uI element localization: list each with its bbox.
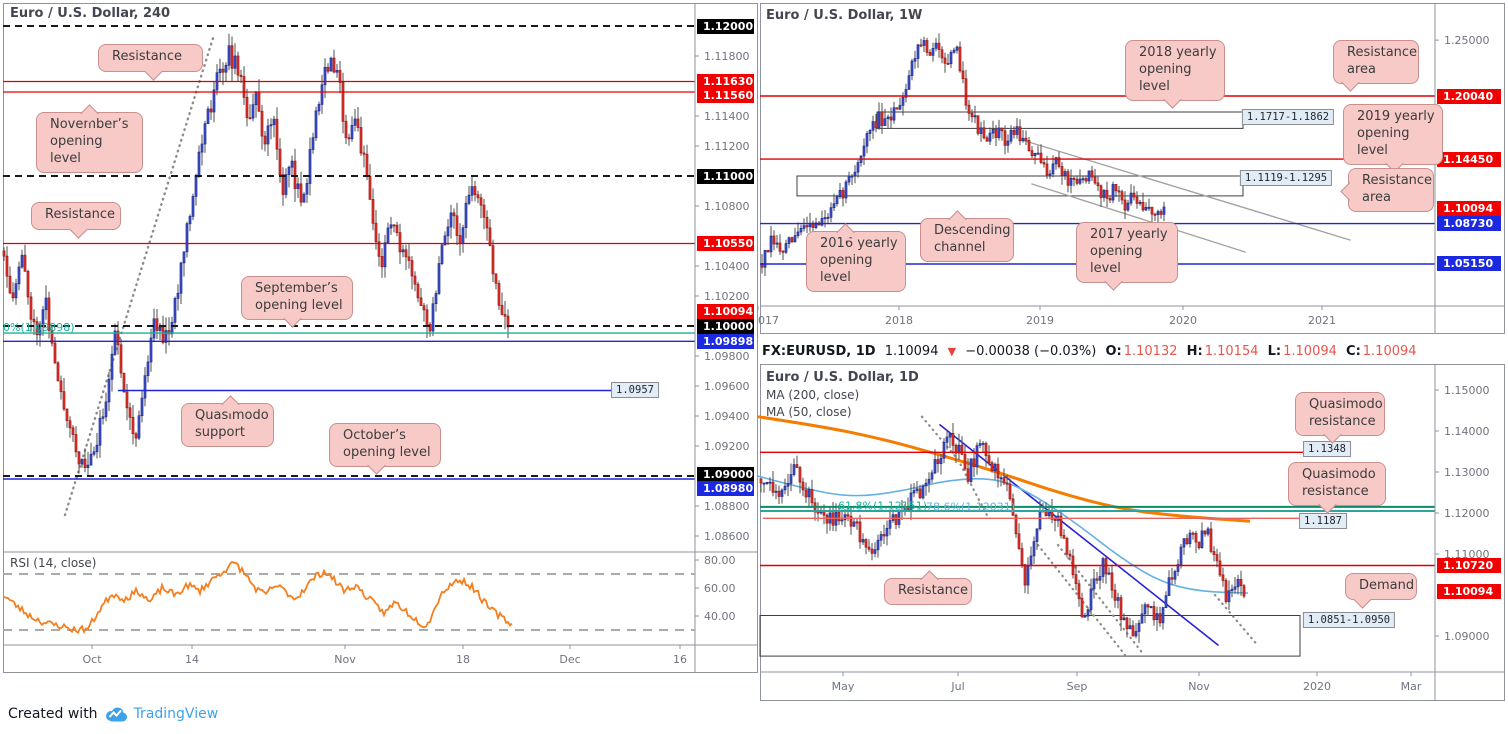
price-badge: 1.11630	[697, 74, 754, 89]
annotation-callout: Quasimodo resistance	[1288, 462, 1386, 514]
chart-title-240: Euro / U.S. Dollar, 240	[10, 6, 171, 21]
annotation-callout: October’s opening level	[329, 423, 441, 475]
level-range-label: 1.1187	[1299, 513, 1347, 529]
attribution-footer: Created with TradingView	[8, 706, 218, 722]
ticker-open-label: O:	[1105, 344, 1122, 359]
annotation-callout: 2017 yearly opening level	[1076, 222, 1178, 291]
price-badge: 1.20040	[1437, 88, 1501, 104]
price-badge: 1.10720	[1437, 557, 1501, 573]
ohlc-ticker: FX:EURUSD, 1D 1.10094 ▼ −0.00038 (−0.03%…	[762, 344, 1422, 359]
price-badge: 1.08980	[697, 480, 754, 496]
price-badge: 1.10000	[697, 318, 754, 334]
chart-title-1w: Euro / U.S. Dollar, 1W	[766, 8, 923, 23]
price-badge: 1.10550	[697, 236, 754, 251]
ticker-low-value: 1.10094	[1283, 344, 1337, 359]
price-badge: 1.05150	[1437, 256, 1501, 272]
ma-200-label: MA (200, close)	[766, 388, 860, 402]
annotation-callout: Demand	[1345, 573, 1417, 609]
price-badge: 1.14450	[1437, 151, 1501, 167]
ticker-high-label: H:	[1186, 344, 1203, 359]
created-with-label: Created with	[8, 706, 98, 722]
annotation-callout: 2019 yearly opening level	[1343, 104, 1443, 173]
annotation-callout: Resistance	[884, 569, 972, 605]
chart-title-1d: Euro / U.S. Dollar, 1D	[766, 370, 919, 385]
ticker-symbol: FX:EURUSD, 1D	[762, 344, 876, 359]
annotation-callout: November’s opening level	[36, 103, 143, 173]
price-badge: 1.10094	[1437, 583, 1501, 599]
annotation-callout: 2018 yearly opening level	[1125, 40, 1225, 109]
ma-50-label: MA (50, close)	[766, 405, 852, 419]
chart-pane-eurusd-240[interactable]	[3, 3, 758, 673]
level-range-label: 1.1348	[1303, 441, 1351, 457]
annotation-callout: 2016 yearly opening level	[806, 222, 906, 292]
price-badge: 1.09898	[697, 333, 754, 349]
tradingview-logo-icon	[105, 707, 127, 722]
ticker-low-label: L:	[1267, 344, 1282, 359]
level-range-label: 1.1717-1.1862	[1241, 109, 1335, 125]
price-down-arrow-icon: ▼	[947, 345, 957, 358]
price-badge: 1.10094	[1437, 200, 1501, 216]
price-badge: 1.12000	[697, 18, 754, 34]
price-badge: 1.08730	[1437, 216, 1501, 232]
chart-pane-eurusd-1d[interactable]	[760, 364, 1505, 701]
annotation-callout: Resistance	[31, 202, 121, 239]
ticker-last-price: 1.10094	[884, 344, 939, 359]
level-range-label: 1.0957	[611, 382, 659, 398]
ticker-high-value: 1.10154	[1204, 344, 1259, 359]
ticker-open-value: 1.10132	[1123, 344, 1178, 359]
level-range-label: 1.1119-1.1295	[1239, 170, 1333, 186]
rsi-indicator-label: RSI (14, close)	[10, 556, 97, 570]
price-badge: 1.11560	[697, 87, 754, 103]
annotation-callout: Quasimodo resistance	[1295, 392, 1385, 444]
ticker-change: −0.00038 (−0.03%)	[965, 344, 1097, 359]
annotation-callout: September’s opening level	[241, 276, 353, 328]
annotation-callout: Resistance	[98, 44, 203, 81]
annotation-callout: Quasimodo support	[181, 394, 274, 447]
tradingview-link[interactable]: TradingView	[133, 706, 219, 722]
ticker-close-value: 1.10094	[1362, 344, 1417, 359]
annotation-callout: Descending channel	[920, 209, 1014, 262]
annotation-callout: Resistance area	[1333, 40, 1419, 92]
annotation-callout: Resistance area	[1339, 168, 1434, 212]
price-badge: 1.11000	[697, 168, 754, 184]
ticker-close-label: C:	[1346, 344, 1361, 359]
level-range-label: 1.0851-1.0950	[1302, 612, 1396, 628]
price-badge: 1.10094	[697, 304, 754, 320]
price-badge: 1.09000	[697, 466, 754, 482]
